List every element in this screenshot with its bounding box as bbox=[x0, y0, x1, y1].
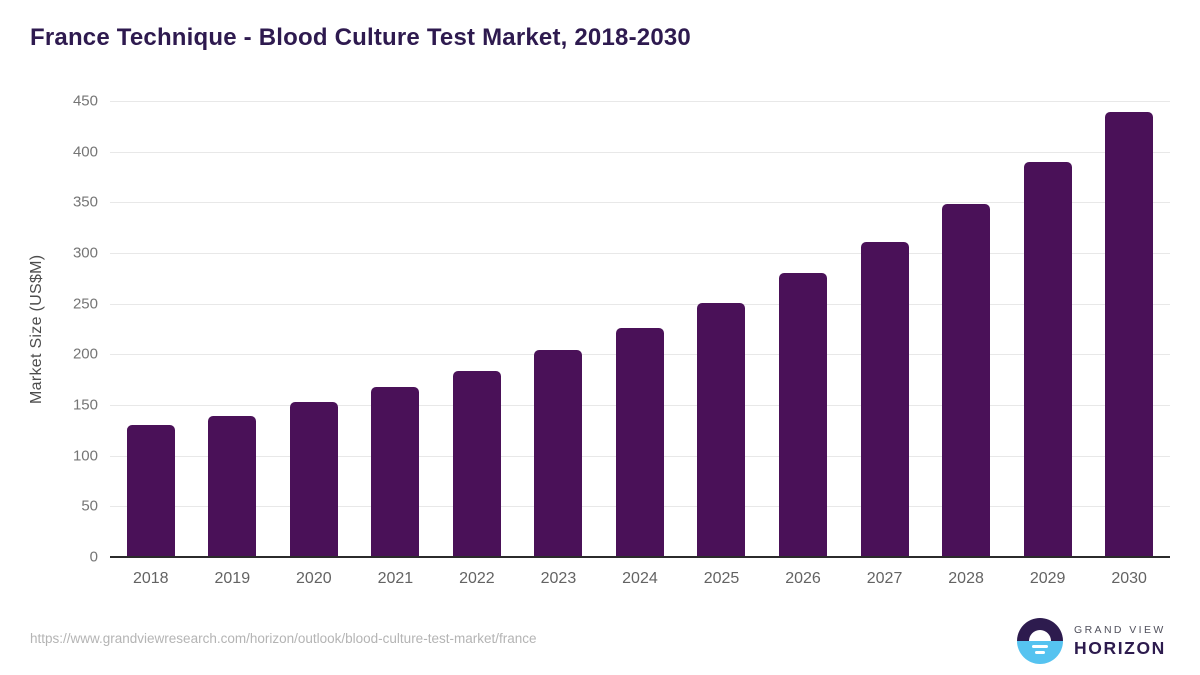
x-tick-label: 2030 bbox=[1111, 570, 1147, 587]
bar-slot bbox=[762, 101, 844, 557]
y-tick-label: 250 bbox=[72, 295, 98, 313]
grand-view-horizon-logo: GRAND VIEW HORIZON bbox=[1017, 618, 1166, 664]
x-tick-label: 2024 bbox=[622, 570, 658, 587]
gridline bbox=[110, 151, 1170, 153]
x-tick-label: 2021 bbox=[377, 570, 414, 587]
x-tick-label: 2018 bbox=[132, 570, 169, 587]
bar-2025 bbox=[697, 302, 746, 557]
x-tick-label: 2026 bbox=[785, 570, 821, 587]
x-axis-tick-labels: 2018 2019 2020 2021 2022 2023 2024 2025 2026 2027… bbox=[110, 570, 1170, 588]
chart-title: France Technique - Blood Culture Test Ma… bbox=[30, 24, 691, 51]
source-url: https://www.grandviewresearch.com/horizo… bbox=[30, 631, 537, 646]
y-tick-label: 200 bbox=[72, 345, 98, 363]
x-axis-line bbox=[110, 556, 1170, 558]
x-tick-label: 2027 bbox=[866, 570, 903, 587]
plot-area bbox=[110, 101, 1170, 558]
bar-slot bbox=[192, 101, 274, 557]
bar-slot bbox=[110, 101, 192, 557]
x-tick-label: 2019 bbox=[214, 570, 251, 587]
bar-series bbox=[110, 101, 1170, 557]
y-tick-label: 400 bbox=[72, 143, 98, 161]
bar-2030 bbox=[1105, 112, 1154, 557]
bar-slot bbox=[599, 101, 681, 557]
gridline bbox=[110, 202, 1170, 204]
sun-dome-shape bbox=[1029, 630, 1051, 641]
gridline bbox=[110, 252, 1170, 254]
bar-slot bbox=[436, 101, 518, 557]
sun-reflection-line bbox=[1032, 645, 1048, 648]
bar-2027 bbox=[860, 241, 909, 557]
x-tick-label: 2020 bbox=[296, 570, 332, 587]
y-axis-tick-labels: 0 50 100 150 200 250 300 350 400 450 bbox=[0, 93, 98, 566]
logo-text-horizon: HORIZON bbox=[1074, 637, 1166, 658]
bar-2019 bbox=[208, 416, 257, 557]
x-tick-label: 2025 bbox=[703, 570, 740, 587]
gridline bbox=[110, 101, 1170, 102]
x-tick-label: 2028 bbox=[948, 570, 984, 587]
bar-2021 bbox=[371, 386, 420, 557]
gridline bbox=[110, 303, 1170, 305]
x-tick-label: 2029 bbox=[1029, 570, 1066, 587]
y-tick-label: 350 bbox=[72, 193, 98, 211]
bar-2018 bbox=[126, 425, 175, 557]
logo-text-grand-view: GRAND VIEW bbox=[1074, 624, 1166, 636]
x-tick-label: 2022 bbox=[459, 570, 495, 587]
y-tick-label: 0 bbox=[89, 548, 98, 566]
y-tick-label: 100 bbox=[72, 447, 98, 465]
bar-slot bbox=[681, 101, 763, 557]
y-tick-label: 150 bbox=[72, 396, 98, 414]
y-tick-label: 450 bbox=[72, 92, 98, 110]
bar-slot bbox=[355, 101, 437, 557]
bar-slot bbox=[1088, 101, 1170, 557]
horizon-sun-icon bbox=[1017, 618, 1063, 664]
bar-2020 bbox=[289, 401, 338, 557]
bar-slot bbox=[273, 101, 355, 557]
bar-2024 bbox=[615, 328, 664, 557]
bar-slot bbox=[518, 101, 600, 557]
bar-slot bbox=[1007, 101, 1089, 557]
bar-slot bbox=[844, 101, 926, 557]
bar-slot bbox=[925, 101, 1007, 557]
bar-2028 bbox=[942, 204, 991, 557]
sun-reflection-line bbox=[1035, 651, 1045, 654]
bar-2022 bbox=[452, 370, 501, 557]
bar-2023 bbox=[534, 350, 583, 557]
logo-text: GRAND VIEW HORIZON bbox=[1074, 625, 1166, 657]
bar-2026 bbox=[779, 273, 828, 557]
x-tick-label: 2023 bbox=[540, 570, 577, 587]
y-tick-label: 50 bbox=[81, 497, 98, 515]
bar-2029 bbox=[1023, 161, 1072, 557]
y-tick-label: 300 bbox=[72, 244, 98, 262]
